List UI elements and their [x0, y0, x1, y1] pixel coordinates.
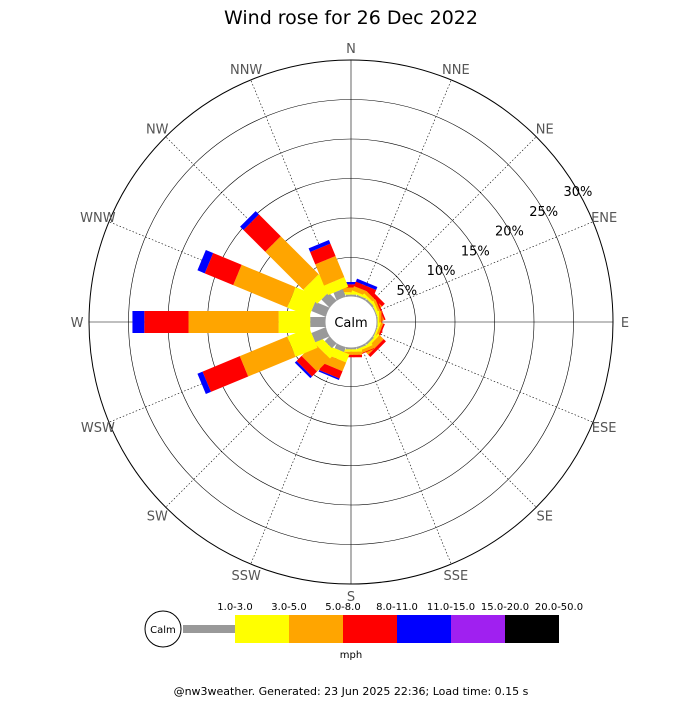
direction-label-ssw: SSW [231, 569, 261, 584]
petal-nne-bin-4 [355, 278, 378, 290]
direction-label-nne: NNE [442, 63, 470, 78]
petal-w-bin-0 [310, 317, 326, 327]
direction-label-wnw: WNW [80, 211, 116, 226]
direction-label-nnw: NNW [230, 63, 262, 78]
petal-nne-bin-0 [355, 294, 367, 301]
legend-swatch-6 [505, 615, 559, 643]
petal-w-bin-4 [132, 311, 145, 333]
petal-se-bin-0 [365, 336, 374, 345]
petal-ene-bin-3 [375, 299, 386, 321]
grid-spoke [373, 331, 594, 423]
petal-s-bin-1 [340, 349, 362, 352]
direction-label-ne: NE [536, 122, 554, 137]
petal-sw-bin-3 [296, 355, 318, 377]
direction-label-e: E [621, 316, 629, 331]
grid-spoke [250, 344, 342, 565]
petal-ene-bin-0 [372, 307, 378, 318]
grid-spoke [360, 79, 452, 300]
direction-label-w: W [71, 316, 84, 331]
grid-spoke [360, 344, 452, 565]
petal-w-bin-1 [278, 311, 311, 333]
petal-wsw-bin-1 [287, 327, 318, 357]
petal-sse-bin-0 [355, 343, 367, 350]
direction-label-wsw: WSW [81, 421, 115, 436]
petal-wsw-bin-4 [197, 371, 211, 395]
legend-unit: mph [340, 650, 362, 661]
petal-n-bin-0 [346, 294, 356, 297]
calm-center-label: Calm [334, 316, 367, 331]
speed-legend: Calm 1.0-3.0 3.0-5.0 5.0-8.0 8.0-11.0 11.0-1… [144, 602, 583, 661]
legend-bin-label-3: 8.0-11.0 [376, 602, 418, 613]
legend-bin-label-4: 11.0-15.0 [427, 602, 475, 613]
calm-center: Calm [325, 296, 377, 348]
petal-ne-bin-0 [365, 299, 374, 308]
ring-label: 15% [461, 244, 490, 259]
petal-nw-bin-2 [265, 236, 319, 290]
footer-text: @nw3weather. Generated: 23 Jun 2025 22:3… [174, 685, 529, 698]
petal-ssw-bin-3 [319, 362, 343, 379]
petal-ese-bin-1 [371, 322, 382, 343]
ring-label: 30% [563, 185, 592, 200]
petal-ssw-bin-0 [334, 343, 347, 353]
direction-label-nw: NW [146, 122, 169, 137]
petal-nnw-bin-4 [308, 239, 331, 253]
direction-label-ene: ENE [591, 211, 617, 226]
petal-sw-bin-1 [314, 336, 337, 359]
ring-label: 5% [397, 284, 418, 299]
legend-bin-label-6: 20.0-50.0 [535, 602, 583, 613]
direction-label-s: S [347, 590, 355, 605]
petal-nw-bin-3 [243, 214, 281, 252]
legend-swatch-5 [451, 615, 505, 643]
ring-label: 20% [495, 225, 524, 240]
grid-spoke [368, 136, 537, 305]
petal-wsw-bin-0 [311, 326, 330, 343]
petal-e-bin-0 [376, 317, 378, 327]
legend-swatch-4 [397, 615, 451, 643]
petal-wnw-bin-2 [233, 264, 296, 308]
legend-swatch-0 [183, 625, 235, 633]
petal-ssw-bin-4 [318, 370, 340, 380]
petal-wnw-bin-4 [197, 249, 214, 274]
petal-sw-bin-0 [324, 336, 337, 349]
petal-se-bin-3 [368, 339, 386, 357]
petal-nw-bin-4 [240, 211, 259, 230]
legend-calm-circle [144, 610, 182, 648]
direction-label-sw: SW [147, 510, 168, 525]
legend-bin-label-0: 1.0-3.0 [217, 602, 252, 613]
grid-spoke [373, 221, 594, 313]
petal-ne-bin-3 [366, 288, 385, 307]
petal-ese-bin-0 [372, 326, 378, 337]
chart-title: Wind rose for 26 Dec 2022 [224, 7, 478, 29]
petal-wsw-bin-2 [239, 336, 296, 377]
legend-swatch-3 [343, 615, 397, 643]
petal-nnw-bin-3 [310, 243, 336, 265]
ring-label: 25% [529, 205, 558, 220]
legend-swatch-1 [235, 615, 289, 643]
petal-nnw-bin-2 [315, 256, 345, 286]
petal-wnw-bin-0 [311, 301, 330, 318]
petal-w-bin-3 [144, 311, 189, 333]
direction-label-sse: SSE [443, 569, 468, 584]
direction-label-se: SE [537, 510, 553, 525]
direction-label-n: N [346, 42, 356, 57]
legend-swatch-2 [289, 615, 343, 643]
legend-calm-label: Calm [150, 625, 176, 636]
petal-w-bin-2 [188, 311, 279, 333]
petal-sw-bin-4 [294, 360, 313, 379]
legend-bin-label-1: 3.0-5.0 [271, 602, 306, 613]
ring-label: 10% [427, 264, 456, 279]
legend-bin-label-2: 5.0-8.0 [325, 602, 360, 613]
petal-nnw-bin-1 [324, 277, 349, 296]
grid-spoke [368, 339, 537, 508]
legend-bin-label-5: 15.0-20.0 [481, 602, 529, 613]
petal-wsw-bin-3 [202, 356, 249, 392]
petal-s-bin-0 [346, 347, 356, 350]
petal-wnw-bin-3 [204, 252, 242, 286]
direction-label-ese: ESE [592, 421, 617, 436]
